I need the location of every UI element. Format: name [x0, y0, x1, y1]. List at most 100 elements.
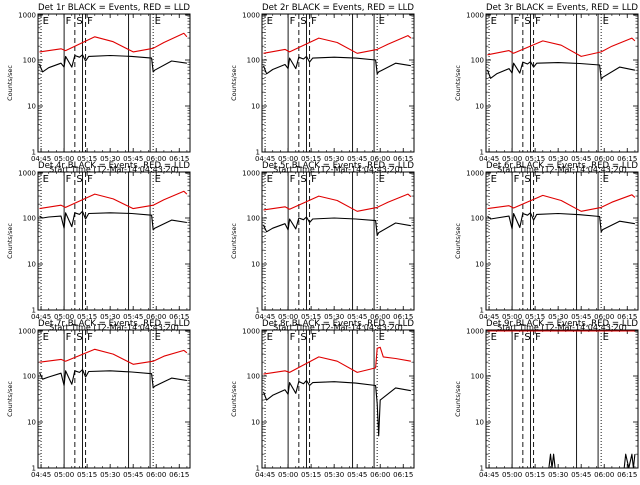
x-tick-label: 04:45 — [31, 471, 51, 479]
marker-label: E — [603, 16, 609, 27]
plot-frame — [485, 329, 639, 469]
x-tick-label: 05:30 — [548, 471, 568, 479]
y-tick-label: 1000 — [242, 12, 260, 20]
marker-label: E — [491, 16, 497, 27]
marker-label: E — [603, 332, 609, 343]
series-events-line — [38, 369, 187, 389]
x-tick-label: 05:30 — [324, 155, 344, 163]
y-tick-label: 10 — [475, 103, 484, 111]
y-axis-label: Counts/sec — [230, 65, 238, 101]
series-events-line — [487, 212, 635, 233]
y-axis-label: Counts/sec — [454, 223, 462, 259]
x-axis-label: Start Time (12-Mar-14 04:43:20) — [49, 165, 179, 174]
marker-label: F — [87, 332, 93, 343]
y-tick-label: 1000 — [242, 328, 260, 336]
y-tick-label: 100 — [23, 215, 36, 223]
panel-det-6: Det 6r BLACK = Events, RED = LLD Counts/s… — [454, 161, 639, 332]
x-tick-label: 06:00 — [370, 155, 390, 163]
marker-label: S — [76, 16, 82, 27]
marker-label: F — [87, 16, 93, 27]
series-events-line — [38, 54, 187, 73]
x-tick-label: 05:15 — [301, 155, 321, 163]
panel-title: Det 7r BLACK = Events, RED = LLD — [38, 319, 190, 329]
x-tick-label: 04:45 — [255, 313, 275, 321]
y-tick-label: 1 — [32, 149, 36, 157]
plot-frame — [37, 329, 191, 469]
marker-label: F — [535, 332, 541, 343]
x-tick-label: 04:45 — [479, 313, 499, 321]
panel-det-3: Det 3r BLACK = Events, RED = LLD Counts/s… — [454, 3, 639, 174]
marker-label: F — [311, 332, 317, 343]
x-tick-label: 05:30 — [324, 471, 344, 479]
panel-det-5: Det 5r BLACK = Events, RED = LLD Counts/s… — [230, 161, 415, 332]
x-tick-label: 05:00 — [502, 155, 522, 163]
plot-frame — [37, 171, 191, 311]
y-tick-label: 10 — [27, 261, 36, 269]
y-tick-label: 1 — [32, 307, 36, 315]
y-tick-label: 10 — [251, 103, 260, 111]
y-tick-label: 100 — [471, 57, 484, 65]
y-tick-label: 1000 — [466, 328, 484, 336]
x-tick-label: 05:45 — [347, 313, 367, 321]
x-tick-label: 04:45 — [479, 155, 499, 163]
panel-det-9: Det 9r BLACK = Events, RED = LLD Counts/s… — [454, 319, 639, 485]
marker-label: E — [267, 174, 273, 185]
panel-title: Det 5r BLACK = Events, RED = LLD — [262, 161, 414, 171]
x-tick-label: 06:00 — [146, 313, 166, 321]
x-tick-label: 05:00 — [278, 313, 298, 321]
x-tick-label: 05:45 — [571, 471, 591, 479]
x-axis-label: Start Time (12-Mar-14 04:43:20) — [273, 165, 403, 174]
y-tick-label: 1000 — [18, 12, 36, 20]
marker-label: S — [300, 174, 306, 185]
marker-label: F — [311, 16, 317, 27]
x-tick-label: 04:45 — [479, 471, 499, 479]
marker-label: F — [290, 332, 296, 343]
series-events-line — [262, 55, 411, 75]
series-lld-line — [487, 194, 636, 212]
series-lld-line — [487, 37, 636, 57]
y-tick-label: 100 — [23, 373, 36, 381]
marker-label: S — [524, 16, 530, 27]
y-tick-label: 10 — [27, 103, 36, 111]
y-tick-label: 100 — [247, 373, 260, 381]
x-tick-label: 06:15 — [393, 313, 413, 321]
plot-frame — [37, 13, 191, 153]
marker-label: E — [603, 174, 609, 185]
marker-label: E — [491, 174, 497, 185]
marker-label: F — [311, 174, 317, 185]
x-tick-label: 06:00 — [594, 471, 614, 479]
x-tick-label: 06:15 — [393, 471, 413, 479]
series-lld-line — [39, 32, 188, 53]
x-tick-label: 06:00 — [370, 313, 390, 321]
x-tick-label: 06:15 — [617, 471, 637, 479]
marker-label: F — [87, 174, 93, 185]
panel-det-1: Det 1r BLACK = Events, RED = LLD Counts/s… — [6, 3, 191, 174]
x-tick-label: 05:30 — [100, 155, 120, 163]
panel-title: Det 2r BLACK = Events, RED = LLD — [262, 3, 414, 13]
x-tick-label: 05:45 — [347, 471, 367, 479]
marker-label: E — [43, 332, 49, 343]
y-axis-label: Counts/sec — [230, 381, 238, 417]
x-tick-label: 05:00 — [54, 471, 74, 479]
marker-label: F — [290, 174, 296, 185]
x-tick-label: 06:00 — [370, 471, 390, 479]
y-tick-label: 100 — [247, 57, 260, 65]
x-tick-label: 05:45 — [571, 313, 591, 321]
marker-label: E — [155, 174, 161, 185]
y-tick-label: 1 — [480, 149, 484, 157]
x-tick-label: 05:00 — [502, 313, 522, 321]
y-tick-label: 1000 — [18, 328, 36, 336]
marker-label: E — [155, 332, 161, 343]
marker-label: S — [524, 332, 530, 343]
x-axis-label: Start Time (12-Mar-14 04:43:20) — [497, 323, 627, 332]
marker-label: E — [155, 16, 161, 27]
plot-frame — [485, 171, 639, 311]
y-axis-label: Counts/sec — [6, 223, 14, 259]
marker-label: E — [267, 332, 273, 343]
marker-label: F — [66, 16, 72, 27]
x-tick-label: 05:00 — [278, 471, 298, 479]
x-tick-label: 05:00 — [54, 313, 74, 321]
panel-title: Det 1r BLACK = Events, RED = LLD — [38, 3, 190, 13]
series-lld-line — [39, 190, 188, 210]
